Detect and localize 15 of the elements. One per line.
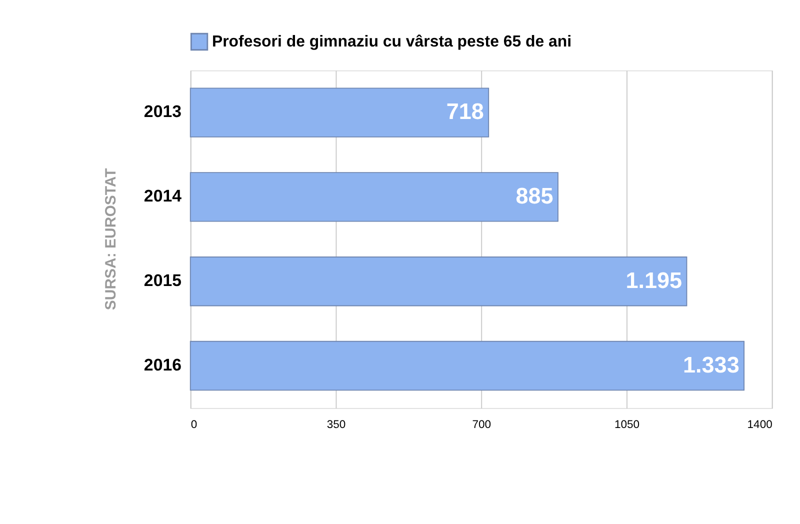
x-tick-label: 0: [190, 419, 198, 432]
legend-label: Profesori de gimnaziu cu vârsta peste 65 de ani: [212, 33, 572, 50]
data-label: 1.195: [626, 268, 682, 293]
y-tick-label: 2016: [144, 355, 182, 374]
y-tick-label: 2014: [144, 186, 182, 206]
y-tick-label: 2013: [144, 102, 182, 122]
x-tick-label: 350: [326, 419, 346, 432]
text: SURSA: EUROSTAT: [102, 168, 120, 310]
x-tick-label: 700: [472, 419, 491, 432]
x-tick-label: 1050: [614, 419, 640, 432]
data-label: 885: [516, 184, 554, 209]
y-tick-label: 2015: [144, 271, 182, 290]
data-label: 718: [446, 99, 484, 124]
data-label: 1.333: [683, 352, 740, 378]
x-tick-label: 1400: [747, 419, 772, 432]
